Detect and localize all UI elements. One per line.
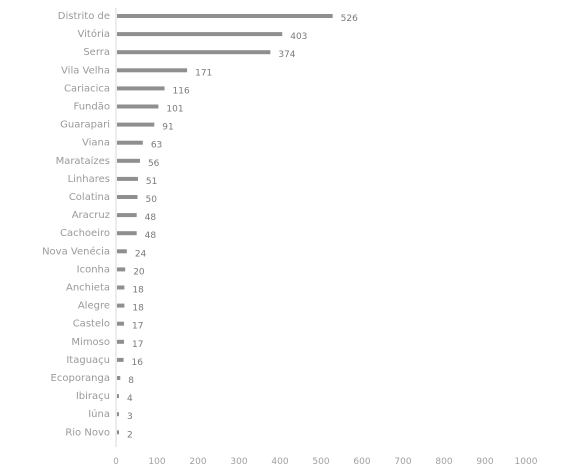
bar — [117, 321, 124, 326]
category-label: Vitória — [78, 28, 110, 40]
bar — [117, 376, 121, 380]
value-label: 24 — [135, 249, 147, 259]
x-tick-label: 0 — [113, 457, 119, 467]
value-label: 374 — [278, 50, 295, 60]
bar — [117, 339, 124, 344]
x-tick-label: 900 — [476, 457, 493, 467]
category-label: Ecoporanga — [51, 373, 110, 384]
category-label: Cariacica — [64, 83, 110, 94]
x-tick-label: 200 — [189, 457, 206, 467]
value-label: 101 — [166, 105, 183, 115]
category-label: Linhares — [68, 174, 110, 185]
category-label: Serra — [83, 47, 110, 58]
x-tick-label: 400 — [271, 457, 288, 467]
category-label: Rio Novo — [65, 427, 110, 438]
value-label: 17 — [132, 340, 143, 350]
bar — [117, 231, 137, 236]
bar — [117, 86, 165, 91]
value-label: 48 — [145, 213, 157, 223]
bar — [117, 267, 126, 272]
value-label: 526 — [341, 14, 358, 24]
value-label: 403 — [290, 32, 307, 42]
category-label: Aracruz — [72, 210, 110, 221]
x-tick-label: 800 — [435, 457, 452, 467]
value-label: 18 — [132, 286, 144, 296]
category-label: Colatina — [69, 192, 110, 203]
value-label: 56 — [148, 159, 160, 169]
value-label: 2 — [127, 430, 133, 440]
x-tick-label: 700 — [394, 457, 411, 467]
value-label: 51 — [146, 177, 157, 187]
category-label: Guarapari — [60, 120, 110, 131]
value-label: 16 — [132, 358, 144, 368]
category-label: Iúna — [88, 408, 110, 420]
x-tick-label: 600 — [353, 457, 370, 467]
value-label: 171 — [195, 68, 212, 78]
category-label: Viana — [82, 138, 110, 149]
category-label: Distrito de — [58, 11, 110, 22]
bar — [117, 285, 125, 290]
bar — [117, 176, 138, 181]
value-label: 18 — [132, 304, 144, 314]
bar — [117, 50, 271, 55]
bars-group: Distrito de 526 Vitória 403 Serra 374 Vila Vel… — [42, 11, 358, 440]
bar — [117, 394, 119, 399]
bar — [117, 32, 283, 37]
bar — [117, 104, 159, 109]
value-label: 91 — [162, 123, 173, 133]
category-label: Ibiraçu — [76, 391, 110, 402]
value-label: 63 — [151, 141, 162, 151]
bar — [117, 303, 125, 308]
bar — [117, 122, 155, 127]
bar — [117, 14, 333, 18]
x-tick-label: 1000 — [515, 457, 538, 467]
value-label: 50 — [146, 195, 158, 205]
category-label: Marataízes — [56, 155, 110, 167]
bar — [117, 357, 124, 362]
x-tick-label: 300 — [230, 457, 247, 467]
bar — [117, 430, 119, 435]
bar — [117, 249, 127, 254]
category-label: Nova Venécia — [42, 245, 110, 257]
value-label: 48 — [145, 231, 157, 241]
bar — [117, 68, 188, 73]
x-axis-ticks: 0 100 200 300 400 500 600 700 800 900 1000 — [113, 457, 538, 467]
category-label: Anchieta — [66, 283, 110, 294]
bar — [117, 412, 119, 417]
x-tick-label: 500 — [312, 457, 329, 467]
category-label: Fundão — [74, 102, 110, 113]
category-label: Itaguaçu — [66, 355, 110, 366]
value-label: 4 — [127, 394, 133, 404]
value-label: 17 — [132, 322, 143, 332]
category-label: Mimoso — [71, 337, 110, 348]
category-label: Iconha — [77, 264, 110, 275]
x-tick-label: 100 — [148, 457, 165, 467]
bar — [117, 140, 143, 145]
value-label: 3 — [127, 412, 133, 422]
bar — [117, 158, 140, 163]
category-label: Cachoeiro — [60, 228, 110, 239]
category-label: Alegre — [78, 301, 110, 312]
value-label: 8 — [128, 376, 134, 386]
category-label: Castelo — [73, 319, 110, 330]
bar — [117, 213, 137, 218]
value-label: 20 — [133, 267, 145, 277]
category-label: Vila Velha — [61, 65, 110, 76]
value-label: 116 — [173, 86, 190, 96]
bar — [117, 195, 138, 199]
